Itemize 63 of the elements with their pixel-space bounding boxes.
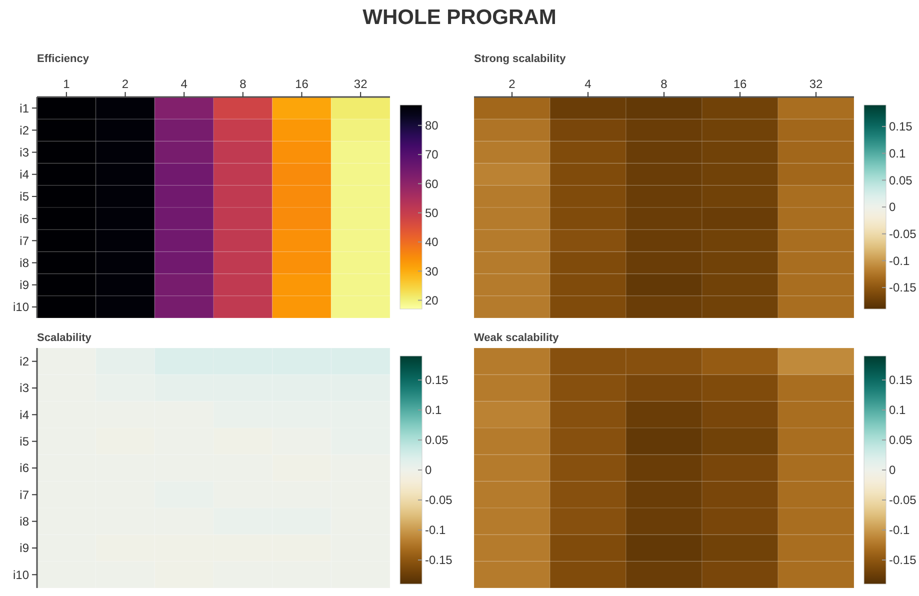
color-bar-label: -0.1 — [889, 523, 910, 538]
x-tick-label: 4 — [584, 77, 592, 91]
color-bar-label: 0.15 — [425, 373, 449, 388]
chart-title: Strong scalability — [474, 53, 567, 65]
color-bar-label: 70 — [425, 148, 439, 162]
y-tick-label: i4 — [20, 408, 30, 422]
color-bar-label: 30 — [425, 264, 439, 278]
color-bar-label: -0.05 — [889, 493, 917, 508]
color-bar-label: 40 — [425, 235, 439, 250]
x-tick-label: 8 — [240, 77, 247, 91]
y-tick-label: i5 — [20, 190, 30, 204]
x-tick-label: 1 — [63, 77, 70, 91]
chart-title: Efficiency — [37, 53, 90, 65]
color-bar-label: 0.15 — [889, 120, 913, 134]
y-tick-label: i9 — [20, 541, 30, 556]
color-bar-label: 0 — [889, 200, 896, 214]
x-tick-label: 2 — [122, 77, 129, 91]
x-tick-label: 32 — [809, 77, 823, 91]
y-tick-label: i2 — [20, 123, 30, 138]
color-bar-label: -0.05 — [889, 227, 917, 242]
y-tick-label: i2 — [20, 354, 30, 369]
y-tick-label: i9 — [20, 278, 30, 292]
color-bar-label: 0 — [425, 463, 432, 478]
y-tick-label: i5 — [20, 434, 30, 449]
x-tick-label: 16 — [733, 77, 747, 91]
y-tick-label: i7 — [20, 234, 30, 248]
x-tick-label: 8 — [660, 77, 668, 91]
y-tick-label: i4 — [20, 168, 30, 182]
color-bar-label: -0.15 — [425, 553, 453, 568]
y-tick-label: i10 — [12, 300, 30, 314]
y-tick-label: i1 — [20, 101, 30, 116]
color-bar-label: 0.05 — [889, 433, 913, 448]
y-tick-label: i7 — [20, 488, 30, 502]
color-bar-label: -0.05 — [425, 493, 453, 508]
y-tick-label: i8 — [20, 256, 30, 270]
color-bar-label: 50 — [425, 206, 439, 220]
color-bar-label: 0.1 — [425, 403, 442, 418]
color-bar-label: -0.15 — [889, 553, 917, 568]
color-bar-label: 0 — [889, 463, 896, 478]
color-bar-label: 80 — [425, 118, 439, 133]
color-bar-label: -0.1 — [425, 523, 446, 538]
y-tick-label: i6 — [20, 212, 30, 226]
color-bar-label: -0.15 — [889, 280, 917, 295]
color-bar-label: 20 — [425, 293, 439, 308]
y-tick-label: i6 — [20, 461, 30, 476]
color-bar-label: 0.15 — [889, 373, 913, 388]
color-bar-label: 0.05 — [425, 433, 449, 448]
color-bar-label: -0.1 — [889, 254, 910, 268]
x-tick-label: 32 — [354, 77, 368, 91]
color-bar-label: 60 — [425, 176, 439, 191]
y-tick-label: i8 — [20, 514, 30, 529]
x-tick-label: 16 — [295, 77, 309, 91]
color-bar-label: 0.1 — [889, 146, 906, 161]
chart-title: Weak scalability — [474, 332, 560, 344]
chart-title: Scalability — [37, 332, 92, 344]
x-tick-label: 2 — [508, 77, 516, 91]
y-tick-label: i3 — [20, 145, 30, 160]
x-tick-label: 4 — [180, 77, 188, 91]
color-bar-label: 0.1 — [889, 403, 906, 418]
y-tick-label: i3 — [20, 381, 30, 396]
text: WHOLE PROGRAM — [362, 6, 556, 29]
y-tick-label: i10 — [12, 568, 30, 582]
color-bar-label: 0.05 — [889, 173, 913, 188]
